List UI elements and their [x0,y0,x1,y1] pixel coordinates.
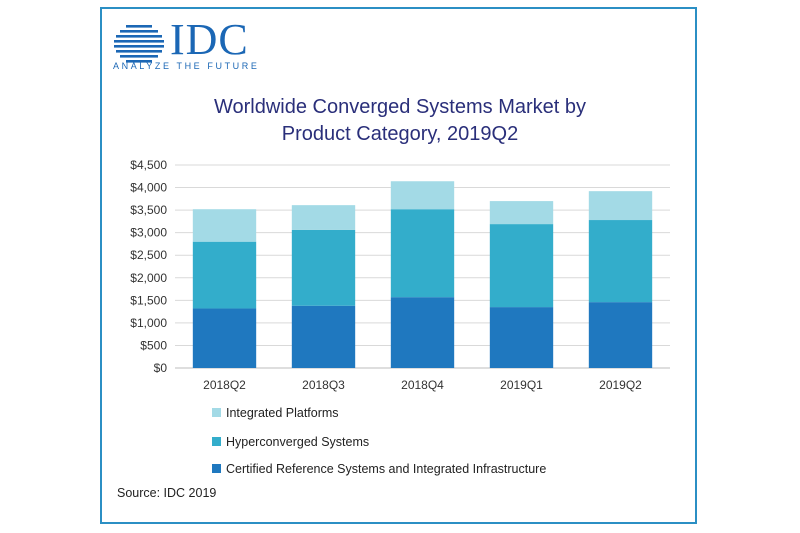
x-tick-label: 2019Q2 [599,378,642,392]
y-tick-label: $500 [140,338,167,352]
bar-segment [291,229,356,306]
legend-swatch-certified-reference-systems [212,464,221,473]
bar-segment [192,209,257,242]
x-tick-label: 2018Q4 [401,378,444,392]
y-tick-label: $2,500 [130,248,167,262]
bar-segment [291,205,356,230]
bar-segment [588,191,653,221]
x-tick-label: 2018Q2 [203,378,246,392]
logo-wordmark: IDC [170,15,249,64]
idc-globe-logo-icon [114,25,164,63]
bar-segment [588,302,653,368]
x-tick-label: 2019Q1 [500,378,543,392]
legend-label-integrated-platforms: Integrated Platforms [226,406,339,420]
x-tick-label: 2018Q3 [302,378,345,392]
y-tick-label: $4,500 [130,158,167,172]
bar-segment [291,305,356,368]
bar-segment [192,308,257,368]
y-tick-label: $3,500 [130,203,167,217]
source-note: Source: IDC 2019 [117,486,217,500]
logo-tagline: ANALYZE THE FUTURE [113,61,260,71]
legend-swatch-hyperconverged-systems [212,437,221,446]
bar-segment [390,297,455,368]
y-tick-label: $1,000 [130,316,167,330]
y-tick-label: $1,500 [130,293,167,307]
y-tick-label: $2,000 [130,271,167,285]
bar-segment [390,181,455,210]
y-tick-label: $4,000 [130,181,167,195]
chart-title-line-2: Product Category, 2019Q2 [281,123,519,145]
bar-segment [390,209,455,298]
bar-segment [489,201,554,225]
legend-label-hyperconverged-systems: Hyperconverged Systems [226,435,370,449]
legend-swatch-integrated-platforms [212,408,221,417]
bar-segment [489,224,554,308]
chart-title: Worldwide Converged Systems Market by Pr… [160,94,640,148]
legend-label-certified-reference-systems: Certified Reference Systems and Integrat… [226,462,547,476]
bar-segment [588,220,653,303]
bar-segment [489,307,554,368]
bar-segment [192,241,257,309]
y-tick-label: $3,000 [130,226,167,240]
y-tick-label: $0 [154,361,168,375]
chart-title-line-1: Worldwide Converged Systems Market by [214,96,586,118]
